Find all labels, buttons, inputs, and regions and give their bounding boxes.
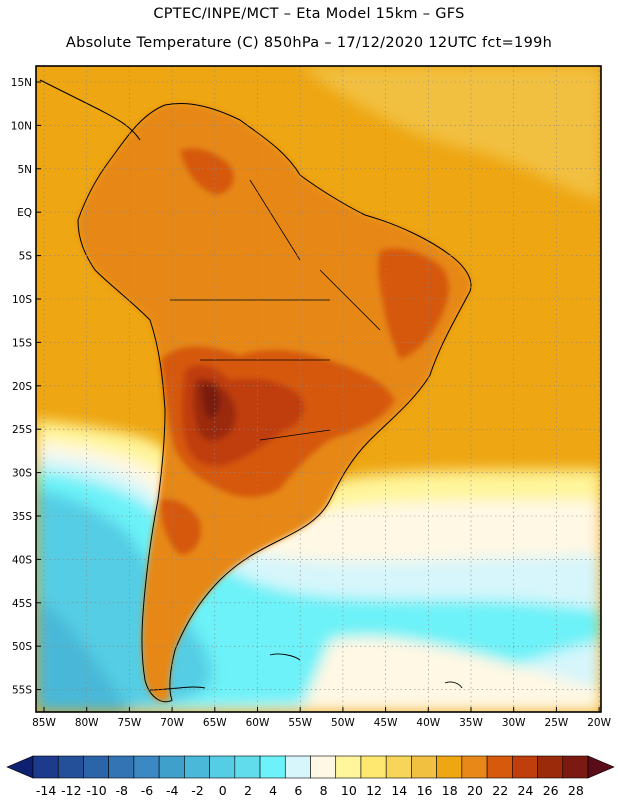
lat-label: 40S <box>12 554 32 566</box>
colorbar-swatch <box>259 755 286 779</box>
longitude-labels: 85W 80W 75W 70W 65W 60W 55W 50W 45W 40W 35W 30W 25W 2… <box>32 707 612 729</box>
coastlines <box>39 79 472 703</box>
colorbar-tick-label: 10 <box>341 783 357 798</box>
land-field-northeast <box>377 248 450 360</box>
colorbar-tick-label: 26 <box>543 783 559 798</box>
colorbar-tick-label: -10 <box>86 783 106 798</box>
chart-title-line2: Absolute Temperature (C) 850hPa – 17/12/… <box>65 35 553 51</box>
colorbar-swatch <box>209 755 236 779</box>
lon-label: 55W <box>288 717 312 729</box>
colorbar-swatch <box>108 755 135 779</box>
lon-label: 20W <box>587 717 611 729</box>
colorbar-swatch <box>562 755 589 779</box>
field-mid-blue-band <box>36 600 130 712</box>
field-cream-south <box>300 636 601 712</box>
colorbar-swatch <box>436 755 463 779</box>
lat-label: 25S <box>12 424 32 436</box>
lat-label: 10S <box>12 294 32 306</box>
colorbar-tick-label: 24 <box>517 783 533 798</box>
lat-label: 20S <box>12 381 32 393</box>
colorbar-tick-label: 0 <box>219 783 227 798</box>
colorbar-tick-label: 14 <box>391 783 407 798</box>
lat-label: 50S <box>12 641 32 653</box>
lon-label: 45W <box>374 717 398 729</box>
colorbar-swatch <box>360 755 387 779</box>
colorbar-swatch <box>335 755 362 779</box>
colorbar-tick-label: 8 <box>320 783 328 798</box>
colorbar-swatch <box>234 755 261 779</box>
lon-label: 25W <box>545 717 569 729</box>
colorbar-tick-label: -2 <box>191 783 203 798</box>
south-georgia <box>444 681 463 689</box>
lat-label: 45S <box>12 598 32 610</box>
colorbar-tick-label: 20 <box>467 783 483 798</box>
colorbar-tick-label: 16 <box>417 783 433 798</box>
islands <box>269 653 463 689</box>
colorbar-ticks: -14 -12 -10 -8 -6 -4 -2 0 2 4 6 8 10 12 14 16 18 20 22 24 26… <box>36 783 584 798</box>
lon-label: 75W <box>118 717 142 729</box>
colorbar-swatch <box>385 755 412 779</box>
colorbar-swatch <box>512 755 538 779</box>
colorbar-swatch <box>57 755 84 779</box>
lat-label: 10N <box>11 120 32 132</box>
lon-label: 35W <box>459 717 483 729</box>
lon-label: 80W <box>75 717 99 729</box>
lat-label: 55S <box>12 685 32 697</box>
colorbar-tick-label: 18 <box>442 783 458 798</box>
map-field <box>36 66 601 712</box>
lon-label: 65W <box>203 717 227 729</box>
falkland-islands <box>269 653 301 661</box>
colorbar-tick-label: -12 <box>61 783 81 798</box>
colorbar-tick-label: 28 <box>568 783 584 798</box>
latitude-labels: 15N 10N 5N EQ 5S 10S 15S 20S 25S 30S 35S 40S 45S 50S 5… <box>11 77 41 697</box>
colorbar-swatch <box>486 755 513 779</box>
land-field-patagonia <box>160 498 202 555</box>
colorbar-swatch <box>284 755 311 779</box>
map-frame <box>35 65 602 713</box>
colorbar-tick-label: 22 <box>492 783 508 798</box>
colorbar-swatch <box>158 755 185 779</box>
lon-label: 60W <box>246 717 270 729</box>
colorbar-swatch <box>411 755 437 779</box>
lat-label: 15S <box>12 337 32 349</box>
colorbar-tick-label: -4 <box>166 783 179 798</box>
chart-title-line1: CPTEC/INPE/MCT – Eta Model 15km – GFS <box>153 6 465 22</box>
colorbar-swatch <box>32 755 59 779</box>
lon-label: 85W <box>32 717 56 729</box>
lat-label: 5S <box>19 251 33 263</box>
colorbar-under-arrow <box>6 755 34 779</box>
country-borders <box>170 179 381 441</box>
lon-label: 40W <box>416 717 440 729</box>
colorbar-tick-label: 4 <box>269 783 277 798</box>
central-america-outline <box>39 79 141 141</box>
lat-label: 30S <box>12 468 32 480</box>
lon-label: 50W <box>331 717 355 729</box>
lon-label: 70W <box>160 717 184 729</box>
colorbar <box>6 755 615 779</box>
colorbar-tick-label: 2 <box>244 783 252 798</box>
colorbar-swatch <box>184 755 210 779</box>
colorbar-tick-label: -6 <box>141 783 154 798</box>
lat-label: EQ <box>17 207 32 219</box>
lon-label: 30W <box>502 717 526 729</box>
colorbar-swatch <box>537 755 564 779</box>
colorbar-swatch <box>133 755 160 779</box>
colorbar-tick-label: -14 <box>36 783 56 798</box>
colorbar-tick-label: 12 <box>366 783 382 798</box>
colorbar-swatch <box>83 755 109 779</box>
colorbar-swatch <box>310 755 337 779</box>
tierra-del-fuego-outline <box>149 686 206 691</box>
lat-label: 5N <box>17 164 32 176</box>
colorbar-tick-label: 6 <box>294 783 302 798</box>
field-gold-north <box>300 66 601 200</box>
colorbar-over-arrow <box>587 755 615 779</box>
colorbar-swatch <box>461 755 488 779</box>
lat-label: 35S <box>12 511 32 523</box>
land-field-north <box>180 148 235 195</box>
land-field-darkest <box>201 383 221 419</box>
south-america-outline <box>77 102 472 703</box>
colorbar-tick-label: -8 <box>116 783 129 798</box>
lat-label: 15N <box>11 77 32 89</box>
